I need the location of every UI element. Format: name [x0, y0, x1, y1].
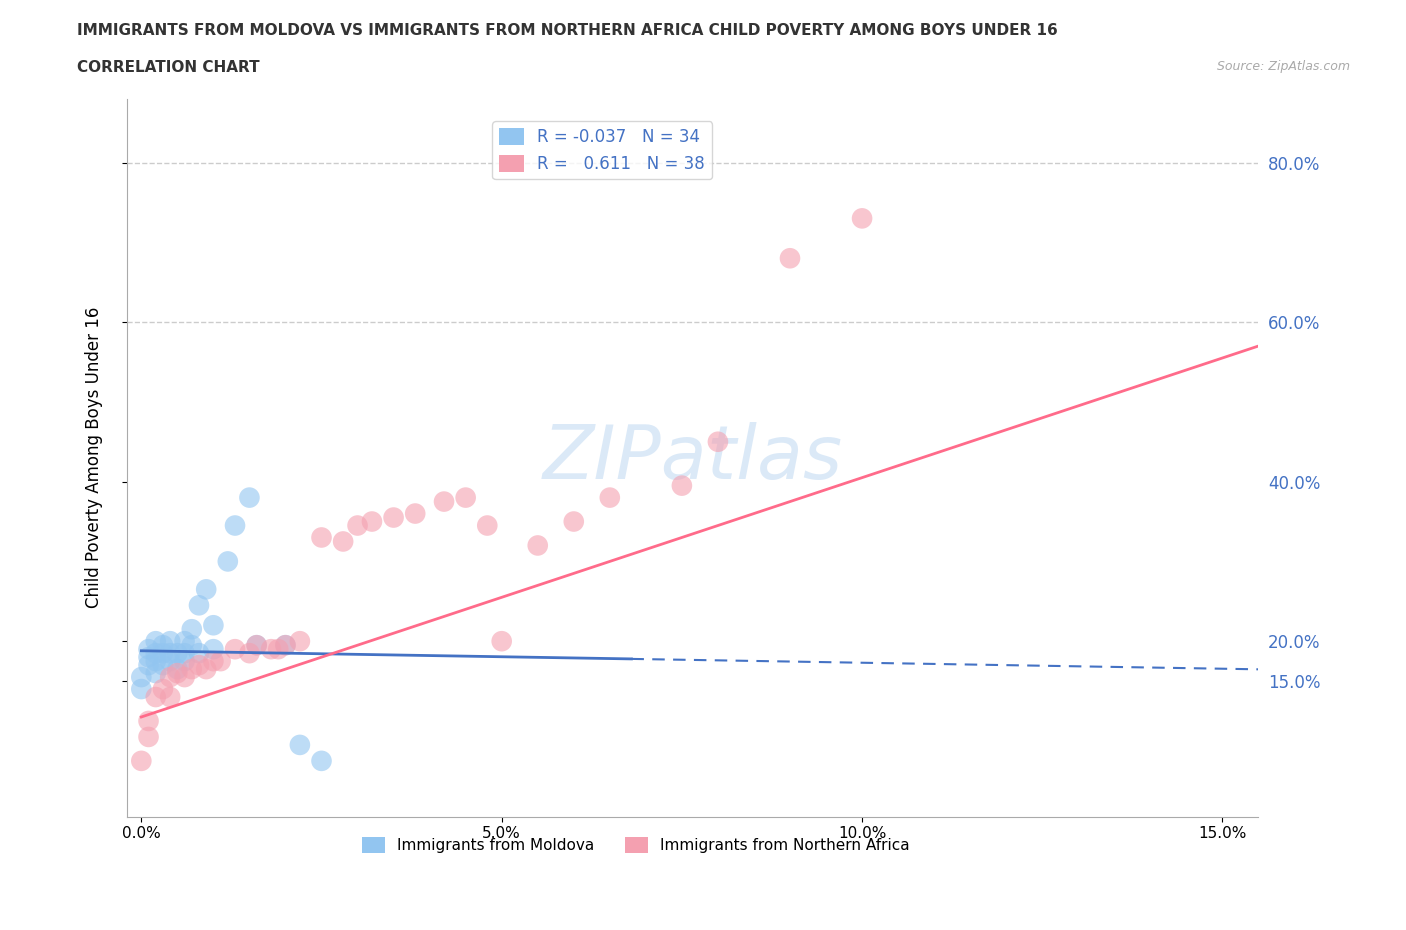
Point [311, 530, 333, 545]
Point [145, 633, 167, 648]
Point [180, 638, 202, 653]
Point [152, 645, 174, 660]
Point [202, 642, 225, 657]
Point [173, 670, 195, 684]
Text: CORRELATION CHART: CORRELATION CHART [77, 60, 260, 75]
Point [224, 518, 246, 533]
Point [288, 737, 311, 752]
Point [671, 478, 693, 493]
Point [346, 518, 368, 533]
Point [202, 618, 225, 632]
Point [246, 638, 269, 653]
Point [131, 670, 153, 684]
Point [138, 642, 160, 657]
Point [707, 434, 730, 449]
Point [188, 658, 211, 672]
Point [138, 650, 160, 665]
Point [433, 494, 456, 509]
Point [180, 622, 202, 637]
Point [851, 211, 873, 226]
Point [274, 638, 297, 653]
Point [131, 682, 153, 697]
Point [159, 654, 181, 669]
Point [238, 645, 260, 660]
Point [288, 633, 311, 648]
Point [173, 654, 195, 669]
Point [195, 661, 218, 676]
Point [159, 690, 181, 705]
Point [145, 666, 167, 681]
Point [159, 633, 181, 648]
Point [131, 753, 153, 768]
Point [188, 598, 211, 613]
Point [454, 490, 477, 505]
Point [246, 638, 269, 653]
Point [224, 642, 246, 657]
Point [138, 729, 160, 744]
Point [217, 554, 239, 569]
Point [238, 490, 260, 505]
Text: IMMIGRANTS FROM MOLDOVA VS IMMIGRANTS FROM NORTHERN AFRICA CHILD POVERTY AMONG B: IMMIGRANTS FROM MOLDOVA VS IMMIGRANTS FR… [77, 23, 1059, 38]
Point [145, 645, 167, 660]
Point [180, 661, 202, 676]
Y-axis label: Child Poverty Among Boys Under 16: Child Poverty Among Boys Under 16 [86, 307, 103, 608]
Point [526, 538, 548, 553]
Point [202, 654, 225, 669]
Point [477, 518, 499, 533]
Point [361, 514, 384, 529]
Point [267, 642, 290, 657]
Point [173, 633, 195, 648]
Point [152, 658, 174, 672]
Point [138, 658, 160, 672]
Legend: Immigrants from Moldova, Immigrants from Northern Africa: Immigrants from Moldova, Immigrants from… [356, 831, 917, 859]
Point [145, 690, 167, 705]
Point [152, 682, 174, 697]
Point [382, 510, 405, 525]
Point [491, 633, 513, 648]
Point [195, 582, 218, 597]
Point [209, 654, 232, 669]
Point [145, 654, 167, 669]
Point [332, 534, 354, 549]
Point [599, 490, 621, 505]
Point [166, 645, 188, 660]
Point [562, 514, 585, 529]
Point [138, 713, 160, 728]
Point [274, 638, 297, 653]
Point [404, 506, 426, 521]
Point [166, 661, 188, 676]
Text: ZIPatlas: ZIPatlas [543, 421, 842, 494]
Text: Source: ZipAtlas.com: Source: ZipAtlas.com [1216, 60, 1350, 73]
Point [260, 642, 283, 657]
Point [188, 645, 211, 660]
Point [779, 251, 801, 266]
Point [173, 645, 195, 660]
Point [311, 753, 333, 768]
Point [152, 638, 174, 653]
Point [166, 666, 188, 681]
Point [159, 645, 181, 660]
Point [159, 670, 181, 684]
